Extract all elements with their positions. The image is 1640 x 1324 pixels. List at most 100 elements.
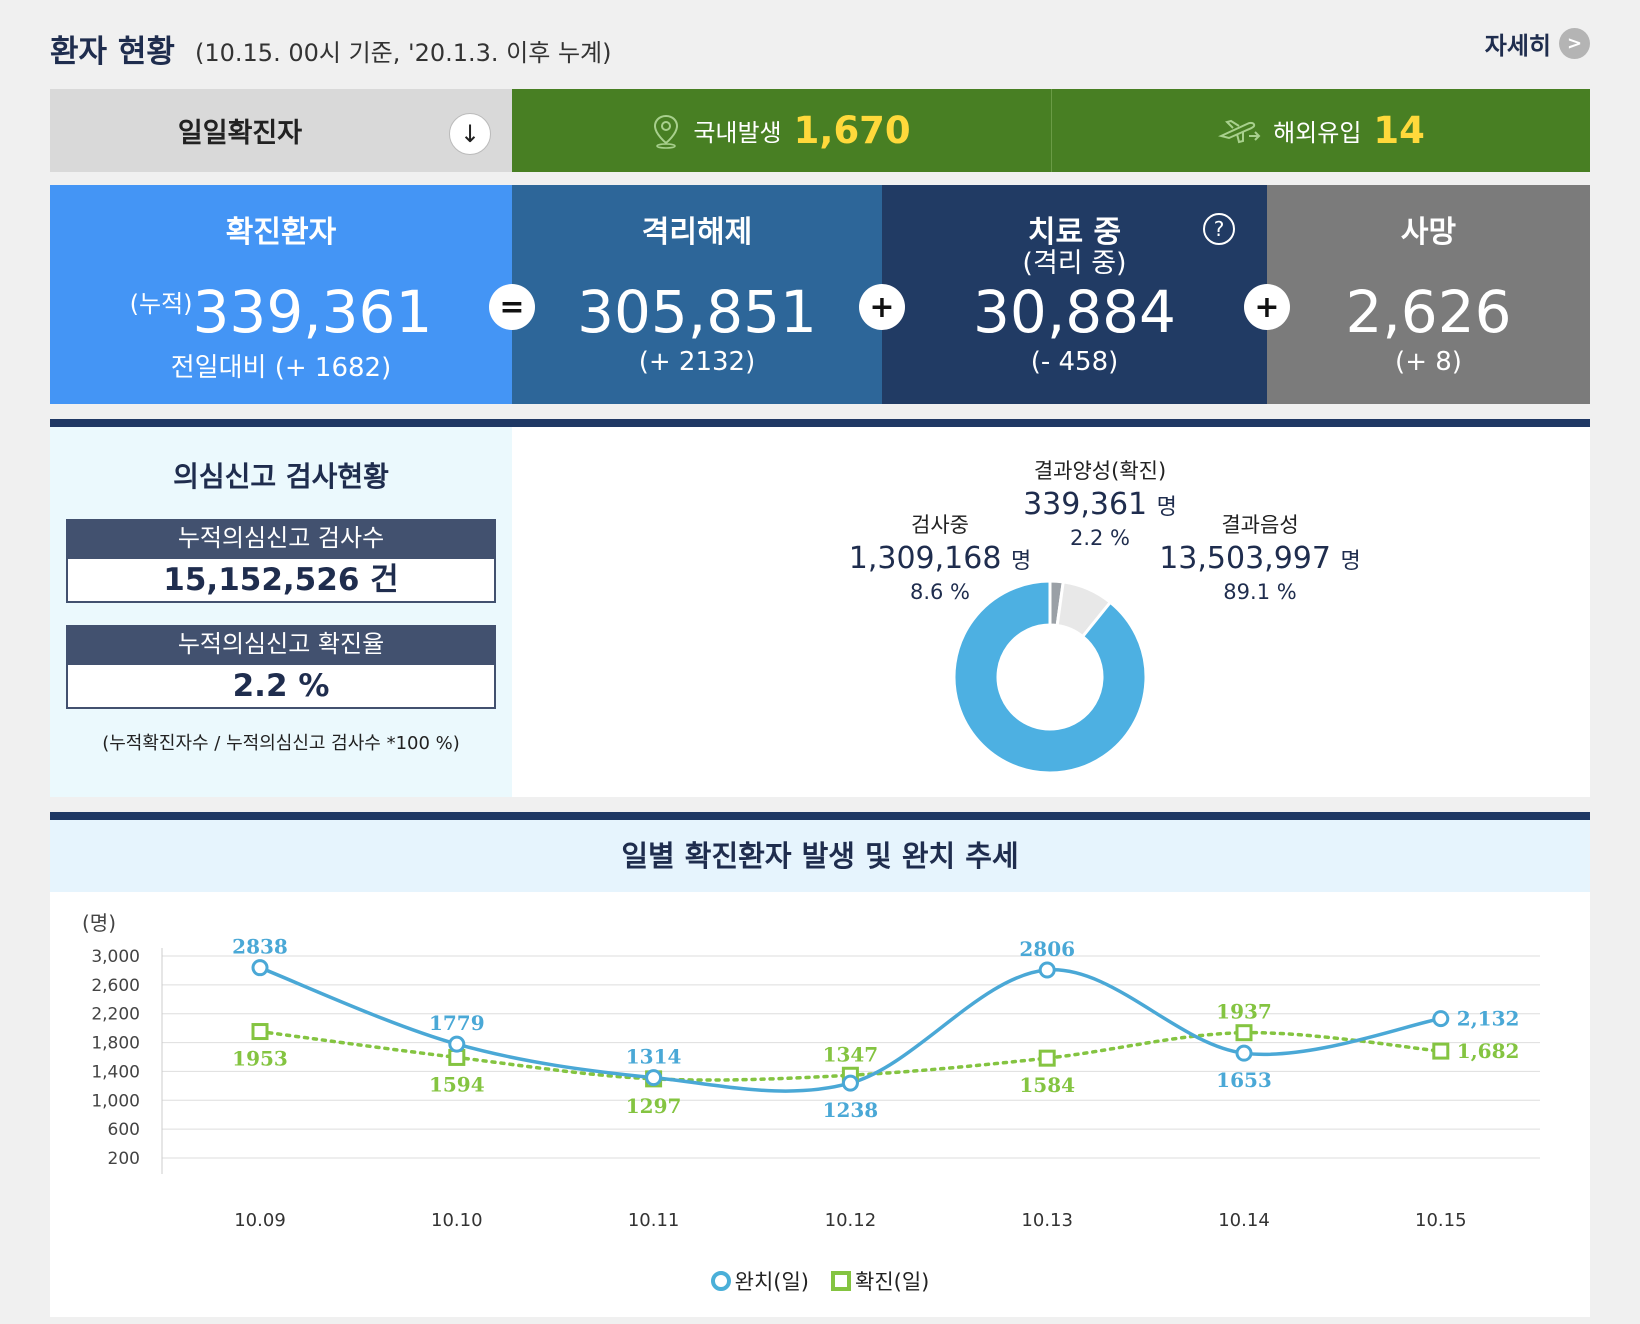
data-label-recovered: 1653: [1216, 1068, 1272, 1092]
y-tick-label: 2,600: [91, 976, 140, 996]
point-recovered[interactable]: [1235, 1044, 1253, 1062]
point-recovered[interactable]: [251, 959, 269, 977]
point-recovered[interactable]: [1038, 961, 1056, 979]
positive-label: 결과양성(확진): [1033, 459, 1167, 483]
point-confirmed[interactable]: [1235, 1024, 1253, 1042]
point-recovered[interactable]: [645, 1069, 663, 1087]
stat-released-value: 305,851: [577, 278, 817, 346]
stat-treating-value: 30,884: [973, 278, 1176, 346]
testing-value: 1,309,168: [848, 541, 1002, 576]
help-icon[interactable]: ?: [1203, 213, 1235, 245]
location-pin-icon: [654, 114, 679, 149]
positive-rate-label: 누적의심신고 확진율: [66, 625, 496, 663]
positive-rate-box: 누적의심신고 확진율 2.2 %: [66, 625, 496, 709]
data-label-recovered: 1314: [626, 1045, 682, 1069]
positive-value: 339,361: [1023, 487, 1148, 522]
data-label-confirmed: 1297: [626, 1094, 682, 1118]
airplane-icon: [1218, 119, 1261, 143]
point-recovered[interactable]: [1432, 1010, 1450, 1028]
data-label-recovered: 2806: [1019, 937, 1075, 961]
overseas-cell: 해외유입 14: [1051, 89, 1590, 172]
legend-confirmed[interactable]: 확진(일): [831, 1266, 929, 1296]
y-tick-label: 3,000: [91, 947, 140, 967]
stat-released-delta: (+ 2132): [638, 347, 756, 377]
equals-icon: =: [489, 284, 535, 330]
domestic-value: 1,670: [793, 109, 911, 152]
y-tick-label: 600: [108, 1120, 140, 1140]
point-confirmed[interactable]: [1038, 1049, 1056, 1067]
legend-recovered[interactable]: 완치(일): [710, 1266, 809, 1296]
data-label-recovered: 2838: [232, 935, 288, 959]
x-tick-label: 10.12: [825, 1210, 877, 1231]
overseas-label: 해외유입: [1273, 119, 1362, 147]
stat-released-title: 격리해제: [641, 215, 753, 250]
total-tests-value: 15,152,526 건: [66, 557, 496, 603]
y-unit-label: (명): [82, 911, 116, 935]
pie-label-negative: 결과음성 13,503,997 명 89.1 %: [1110, 509, 1410, 604]
daily-label-box: 일일확진자 ↓: [50, 89, 512, 172]
domestic-label: 국내발생: [693, 119, 782, 147]
point-confirmed[interactable]: [1432, 1042, 1450, 1060]
testing-unit: 명: [1010, 549, 1032, 574]
positive-unit: 명: [1156, 495, 1177, 520]
x-tick-label: 10.09: [234, 1210, 286, 1231]
point-confirmed[interactable]: [251, 1023, 269, 1041]
more-label: 자세히: [1484, 32, 1551, 60]
point-recovered[interactable]: [841, 1074, 859, 1092]
negative-pct: 89.1 %: [1223, 580, 1297, 604]
stat-deaths-title: 사망: [1400, 215, 1457, 250]
data-label-confirmed: 1594: [429, 1072, 485, 1096]
x-tick-label: 10.15: [1415, 1210, 1467, 1231]
total-tests-box: 누적의심신고 검사수 15,152,526 건: [66, 519, 496, 603]
stat-treating-subtitle: (격리 중): [1022, 248, 1127, 279]
pie-label-positive: 결과양성(확진) 339,361 명 2.2 %: [970, 455, 1230, 550]
more-link[interactable]: 자세히 >: [1485, 26, 1590, 61]
x-tick-label: 10.11: [628, 1210, 680, 1231]
stats-row: 확진환자 (누적)339,361 전일대비 (+ 1682) 격리해제 305,…: [50, 185, 1590, 404]
daily-breakdown: 국내발생 1,670 해외유입 14: [512, 89, 1590, 172]
stat-confirmed-value: 339,361: [192, 278, 433, 346]
stat-treating-title: 치료 중: [1027, 215, 1122, 250]
rate-formula-note: (누적확진자수 / 누적의심신고 검사수 *100 %): [102, 733, 460, 754]
page-header: 환자 현황 (10.15. 00시 기준, '20.1.3. 이후 누계) 자세…: [50, 26, 1590, 70]
legend-recovered-label: 완치(일): [734, 1270, 809, 1294]
testing-pct: 8.6 %: [909, 580, 971, 604]
y-tick-label: 1,800: [91, 1034, 140, 1054]
page-subtitle: (10.15. 00시 기준, '20.1.3. 이후 누계): [195, 39, 612, 67]
arrow-down-icon[interactable]: ↓: [449, 113, 491, 155]
data-label-recovered: 1779: [429, 1011, 485, 1035]
trend-title: 일별 확진환자 발생 및 완치 추세: [50, 820, 1590, 892]
stat-released: 격리해제 305,851 (+ 2132): [512, 185, 882, 404]
data-label-confirmed: 1347: [823, 1042, 879, 1066]
x-tick-label: 10.13: [1021, 1210, 1073, 1231]
daily-label: 일일확진자: [177, 118, 303, 149]
square-marker-icon: [831, 1271, 851, 1291]
y-tick-label: 1,400: [91, 1062, 140, 1082]
stat-deaths: 사망 2,626 (+ 8): [1267, 185, 1590, 404]
stat-confirmed: 확진환자 (누적)339,361 전일대비 (+ 1682): [50, 185, 512, 404]
point-recovered[interactable]: [448, 1035, 466, 1053]
test-heading: 의심신고 검사현황: [173, 460, 389, 493]
plus-icon: +: [1244, 284, 1290, 330]
data-label-confirmed: 1584: [1019, 1073, 1075, 1097]
test-status-panel: 의심신고 검사현황 누적의심신고 검사수 15,152,526 건 누적의심신고…: [50, 419, 1590, 797]
data-label-confirmed: 1,682: [1457, 1039, 1520, 1063]
plus-icon: +: [859, 284, 905, 330]
data-label-recovered: 1238: [823, 1098, 879, 1122]
pie-label-testing: 검사중 1,309,168 명 8.6 %: [800, 509, 1080, 604]
donut-slice-negative: [952, 579, 1148, 775]
trend-chart: (명) 3,000 2,600 2,200 1,800 1,400 1,000 600 200 1…: [82, 911, 1540, 1231]
stat-confirmed-prefix: (누적): [129, 290, 193, 318]
negative-label: 결과음성: [1221, 513, 1299, 537]
total-tests-label: 누적의심신고 검사수: [66, 519, 496, 557]
positive-rate-value: 2.2 %: [66, 663, 496, 709]
stat-confirmed-delta: 전일대비 (+ 1682): [170, 353, 392, 383]
stat-deaths-value: 2,626: [1345, 278, 1512, 346]
data-label-confirmed: 1953: [232, 1047, 288, 1071]
page-title: 환자 현황: [50, 34, 175, 70]
data-label-recovered: 2,132: [1457, 1007, 1520, 1031]
domestic-cell: 국내발생 1,670: [512, 89, 1050, 172]
chevron-right-icon: >: [1559, 28, 1590, 59]
stat-treating-delta: (- 458): [1030, 347, 1119, 377]
legend-confirmed-label: 확진(일): [855, 1270, 930, 1294]
